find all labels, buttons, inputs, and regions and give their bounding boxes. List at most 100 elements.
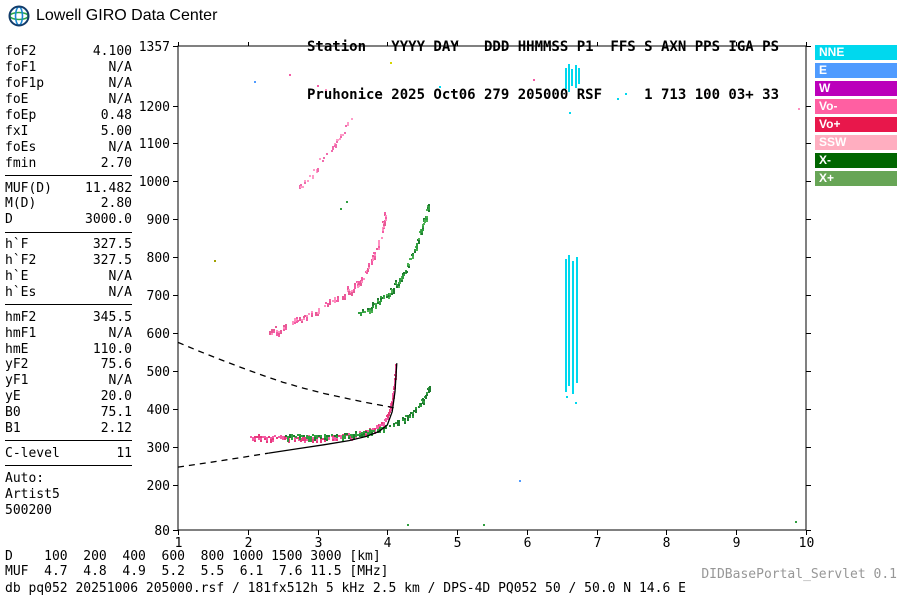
param-row-h-f2: h`F2 327.5 (5, 253, 132, 269)
svg-text:300: 300 (147, 441, 170, 456)
legend-item-nne: NNE (815, 45, 897, 60)
param-label: h`F2 (5, 253, 37, 269)
param-label: foF1 (5, 60, 37, 76)
param-value: 345.5 (92, 309, 132, 325)
giro-logo: Lowell GIRO Data Center (8, 5, 217, 27)
param-row-fof1p: foF1p N/A (5, 76, 132, 92)
axes: 1 2 3 4 5 6 7 8 9 10 80 200 300 400 500 600 700 800 900 100… (139, 40, 815, 551)
svg-text:8: 8 (663, 536, 671, 551)
param-row-fof2: foF2 4.100 (5, 44, 132, 60)
param-label: hmE (5, 341, 29, 357)
param-label: h`F (5, 237, 29, 253)
trace-f-x-1st (285, 386, 431, 442)
param-row-fmin: fmin 2.70 (5, 155, 132, 171)
param-row-c-level: C-level 11 (5, 445, 132, 461)
divider (5, 304, 132, 306)
param-value: 11.482 (85, 180, 132, 196)
logo-text: Lowell GIRO Data Center (36, 7, 218, 24)
svg-text:7: 7 (594, 536, 602, 551)
param-label: foEp (5, 108, 37, 123)
param-value: N/A (108, 76, 132, 92)
param-row-m-d: M(D) 2.80 (5, 196, 132, 212)
svg-text:1357: 1357 (139, 40, 170, 55)
svg-text:1200: 1200 (139, 100, 170, 115)
legend: NNE E W Vo- Vo+ SSW X- X+ (815, 45, 897, 189)
trace-f-o-3rd (299, 118, 353, 189)
param-row-b1: B1 2.12 (5, 421, 132, 437)
svg-text:4: 4 (384, 536, 392, 551)
svg-text:700: 700 (147, 289, 170, 304)
param-row-ye: yE 20.0 (5, 389, 132, 405)
param-value: N/A (108, 284, 132, 300)
param-value: 75.1 (100, 405, 132, 421)
divider (5, 465, 132, 467)
auto-line-auto: Auto: (5, 470, 45, 486)
param-label: fxI (5, 123, 29, 139)
param-label: hmF1 (5, 325, 37, 341)
param-value: 2.12 (100, 421, 132, 437)
param-label: yE (5, 389, 21, 405)
param-label: B1 (5, 421, 21, 437)
svg-text:1: 1 (175, 536, 183, 551)
svg-text:10: 10 (799, 536, 815, 551)
legend-item-w: W (815, 81, 897, 96)
param-value: N/A (108, 139, 132, 155)
svg-text:900: 900 (147, 213, 170, 228)
interference-lines (565, 64, 580, 394)
param-row-fxi: fxI 5.00 (5, 123, 132, 139)
svg-text:5: 5 (454, 536, 462, 551)
param-label: fmin (5, 155, 37, 171)
param-value: 0.48 (100, 108, 132, 123)
divider (5, 440, 132, 442)
param-value: 5.00 (100, 123, 132, 139)
param-row-foep: foEp 0.48 (5, 108, 132, 124)
param-label: foF1p (5, 76, 45, 92)
param-row-h-e: h`E N/A (5, 269, 132, 285)
param-row-hmf1: hmF1 N/A (5, 325, 132, 341)
auto-line-artist5: Artist5 (5, 486, 60, 502)
param-row-yf2: yF2 75.6 (5, 357, 132, 373)
echo-traces (250, 118, 431, 443)
svg-text:1000: 1000 (139, 175, 170, 190)
svg-text:500: 500 (147, 365, 170, 380)
param-row-h-f: h`F 327.5 (5, 237, 132, 253)
auto-line-500200: 500200 (5, 502, 52, 518)
param-row-yf1: yF1 N/A (5, 373, 132, 389)
param-label: yF2 (5, 357, 29, 373)
param-value: N/A (108, 60, 132, 76)
param-row-b0: B0 75.1 (5, 405, 132, 421)
svg-text:3: 3 (315, 536, 323, 551)
file-info-row: db pq052 20251006 205000.rsf / 181fx512h… (5, 581, 686, 596)
param-label: C-level (5, 445, 60, 461)
param-value: 2.70 (100, 155, 132, 171)
svg-text:200: 200 (147, 479, 170, 494)
param-label: h`Es (5, 284, 37, 300)
param-value: 327.5 (92, 237, 132, 253)
parameter-panel: foF2 4.100 foF1 N/A foF1p N/A foE N/A foEp 0.48 fx… (5, 44, 132, 518)
param-row-hmf2: hmF2 345.5 (5, 309, 132, 325)
divider (5, 175, 132, 177)
svg-text:800: 800 (147, 251, 170, 266)
distance-row: D 100 200 400 600 800 1000 1500 3000 [km… (5, 549, 381, 564)
param-value: 11 (116, 445, 132, 461)
param-label: hmF2 (5, 309, 37, 325)
trace-f-o-2nd (269, 212, 387, 337)
legend-item-x: X+ (815, 171, 897, 186)
param-value: 2.80 (100, 196, 132, 212)
legend-item-ssw: SSW (815, 135, 897, 150)
param-value: 110.0 (92, 341, 132, 357)
param-row-foes: foEs N/A (5, 139, 132, 155)
servlet-version: DIDBasePortal_Servlet 0.1 (701, 567, 897, 582)
svg-text:600: 600 (147, 327, 170, 342)
param-value: N/A (108, 269, 132, 285)
param-label: foE (5, 92, 29, 108)
param-label: yF1 (5, 373, 29, 389)
param-value: N/A (108, 325, 132, 341)
param-label: MUF(D) (5, 180, 52, 196)
trace-f-x-2nd (358, 204, 430, 316)
svg-text:9: 9 (733, 536, 741, 551)
param-row-h-es: h`Es N/A (5, 284, 132, 300)
curve-muf-transmission (177, 341, 396, 409)
